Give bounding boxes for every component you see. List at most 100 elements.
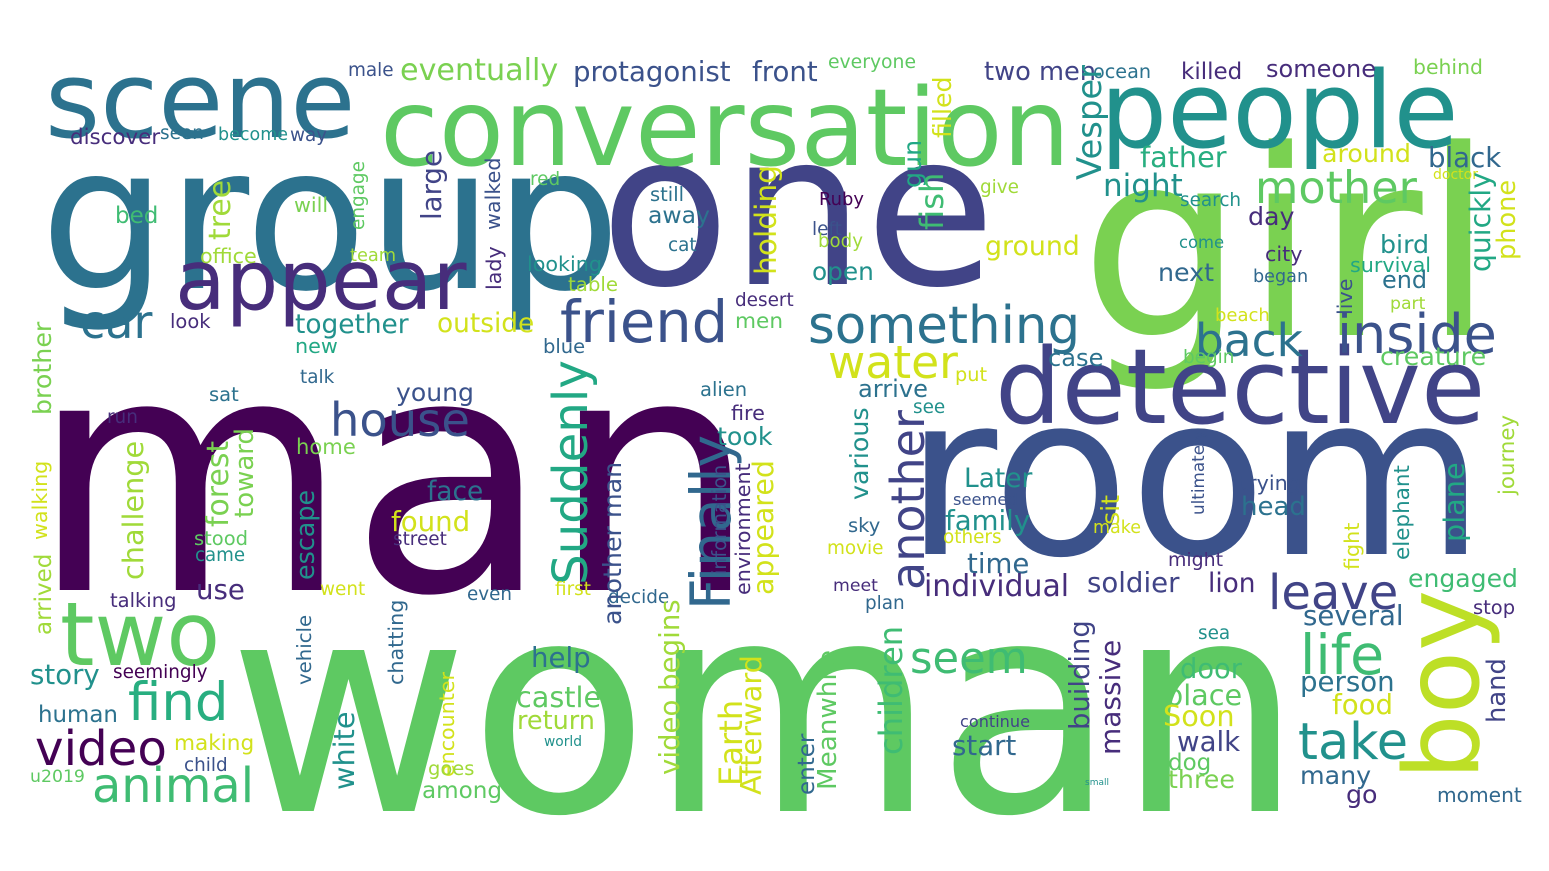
word-plan: plan bbox=[865, 592, 905, 614]
word-room: room bbox=[905, 346, 1485, 608]
word-moment: moment bbox=[1437, 782, 1522, 807]
word-make: make bbox=[1093, 518, 1142, 539]
word-castle: castle bbox=[516, 680, 602, 715]
word-friend: friend bbox=[560, 289, 729, 357]
word-person: person bbox=[1300, 665, 1395, 699]
word-food: food bbox=[1332, 688, 1393, 722]
word-lion: lion bbox=[1208, 568, 1256, 600]
word-meet: meet bbox=[833, 576, 878, 597]
word-talk: talk bbox=[300, 366, 335, 388]
word-door: door bbox=[1180, 653, 1242, 685]
word-might: might bbox=[1168, 548, 1224, 571]
word-goes: goes bbox=[428, 756, 475, 780]
word-desert: desert bbox=[735, 289, 794, 311]
word-seen: seen bbox=[160, 122, 204, 144]
word-table: table bbox=[568, 273, 619, 297]
word-two-men: two men bbox=[984, 57, 1097, 88]
word-u2019: u2019 bbox=[30, 767, 85, 788]
word-escape: escape bbox=[290, 489, 320, 580]
word-fire: fire bbox=[731, 400, 765, 425]
word-way: way bbox=[290, 124, 328, 146]
word-began: began bbox=[1253, 266, 1309, 287]
word-will: will bbox=[294, 192, 329, 217]
word-child: child bbox=[184, 754, 228, 776]
word-leave: leave bbox=[1268, 565, 1399, 621]
word-earth: Earth bbox=[712, 699, 750, 786]
word-new: new bbox=[295, 333, 338, 358]
word-small: small bbox=[1085, 778, 1109, 789]
word-brother: brother bbox=[28, 321, 57, 415]
word-plane: plane bbox=[1437, 462, 1471, 542]
word-around: around bbox=[1322, 139, 1411, 169]
word-back: back bbox=[1195, 314, 1303, 368]
word-elephant: elephant bbox=[1390, 465, 1415, 560]
word-many: many bbox=[1300, 761, 1372, 791]
word-father: father bbox=[1140, 140, 1227, 175]
word-street: street bbox=[393, 528, 447, 550]
word-vesper: Vesper bbox=[1070, 64, 1109, 180]
word-time: time bbox=[967, 547, 1030, 581]
word-sea: sea bbox=[1198, 622, 1231, 644]
word-massive: massive bbox=[1094, 639, 1127, 755]
word-front: front bbox=[752, 55, 818, 89]
word-doctor: doctor bbox=[1433, 167, 1478, 184]
word-among: among bbox=[422, 778, 503, 805]
word-left: left bbox=[812, 218, 842, 240]
word-talking: talking bbox=[110, 588, 177, 612]
word-ocean: ocean bbox=[1093, 60, 1152, 84]
word-sat: sat bbox=[209, 382, 239, 406]
word-ground: ground bbox=[985, 231, 1080, 263]
word-video-begins: video begins bbox=[653, 599, 686, 775]
word-life: life bbox=[1300, 624, 1385, 689]
word-holding: holding bbox=[749, 165, 784, 275]
word-use: use bbox=[196, 573, 245, 607]
word-live: live bbox=[1333, 278, 1357, 315]
word-family: family bbox=[945, 504, 1031, 538]
word-cat: cat bbox=[668, 234, 697, 256]
word-run: run bbox=[107, 406, 138, 428]
word-others: others bbox=[943, 526, 1002, 548]
word-detective: detective bbox=[995, 326, 1486, 449]
word-help: help bbox=[531, 641, 591, 675]
word-walk: walk bbox=[1177, 725, 1241, 759]
word-come: come bbox=[1179, 232, 1225, 252]
word-home: home bbox=[296, 434, 356, 460]
word-later: Later bbox=[964, 463, 1033, 495]
word-man: man bbox=[30, 286, 758, 668]
word-dog: dog bbox=[1168, 749, 1212, 776]
word-several: several bbox=[1303, 599, 1404, 633]
word-trying: trying bbox=[1240, 470, 1301, 495]
word-creature: creature bbox=[1380, 342, 1487, 372]
word-seemed: seemed bbox=[953, 489, 1018, 509]
word-seem: seem bbox=[910, 633, 1028, 684]
word-bed: bed bbox=[115, 202, 159, 229]
word-walked: walked bbox=[481, 157, 505, 230]
word-building: building bbox=[1065, 620, 1096, 730]
word-beach: beach bbox=[1215, 304, 1270, 326]
word-another-man: another man bbox=[598, 461, 627, 625]
word-return: return bbox=[517, 706, 595, 737]
word-house: house bbox=[330, 392, 470, 447]
word-arrive: arrive bbox=[858, 374, 928, 403]
word-conversation: conversation bbox=[380, 66, 1071, 191]
word-enter: enter bbox=[794, 733, 820, 795]
word-bird: bird bbox=[1380, 230, 1430, 260]
word-fish: fish bbox=[913, 172, 951, 230]
word-one: one bbox=[600, 88, 996, 336]
word-appeared: appeared bbox=[747, 460, 780, 595]
word-red: red bbox=[530, 168, 561, 190]
word-tree: tree bbox=[203, 179, 238, 240]
word-find: find bbox=[128, 671, 229, 733]
word-male: male bbox=[348, 59, 394, 81]
word-engaged: engaged bbox=[1408, 564, 1518, 594]
word-place: place bbox=[1165, 678, 1243, 713]
word-found: found bbox=[391, 505, 471, 539]
word-sky: sky bbox=[848, 513, 881, 537]
word-mother: mother bbox=[1255, 162, 1417, 214]
word-first: first bbox=[555, 578, 591, 600]
word-scene: scene bbox=[45, 39, 356, 163]
word-young: young bbox=[396, 378, 474, 408]
word-video: video bbox=[35, 720, 167, 777]
word-face: face bbox=[427, 476, 484, 508]
